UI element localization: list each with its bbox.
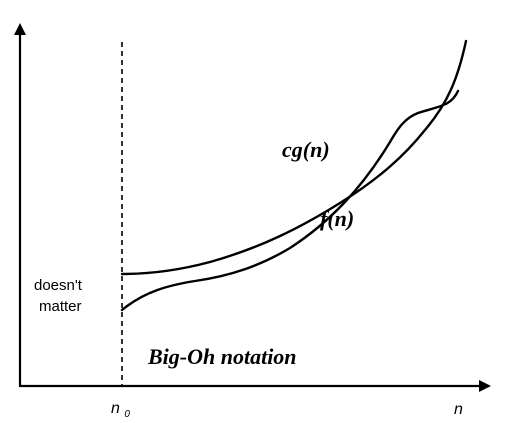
f-curve-label: f(n) xyxy=(320,206,354,231)
diagram-title: Big-Oh notation xyxy=(147,344,297,369)
left-region-label-line1: doesn't xyxy=(34,277,83,294)
threshold-symbol: n xyxy=(111,400,120,417)
f-curve xyxy=(120,89,460,312)
threshold-subscript: 0 xyxy=(124,409,130,420)
cg-curve-label: cg(n) xyxy=(282,137,330,162)
threshold-label: n 0 xyxy=(111,400,130,420)
left-region-label-line2: matter xyxy=(39,298,82,315)
x-axis-label: n xyxy=(454,401,463,418)
